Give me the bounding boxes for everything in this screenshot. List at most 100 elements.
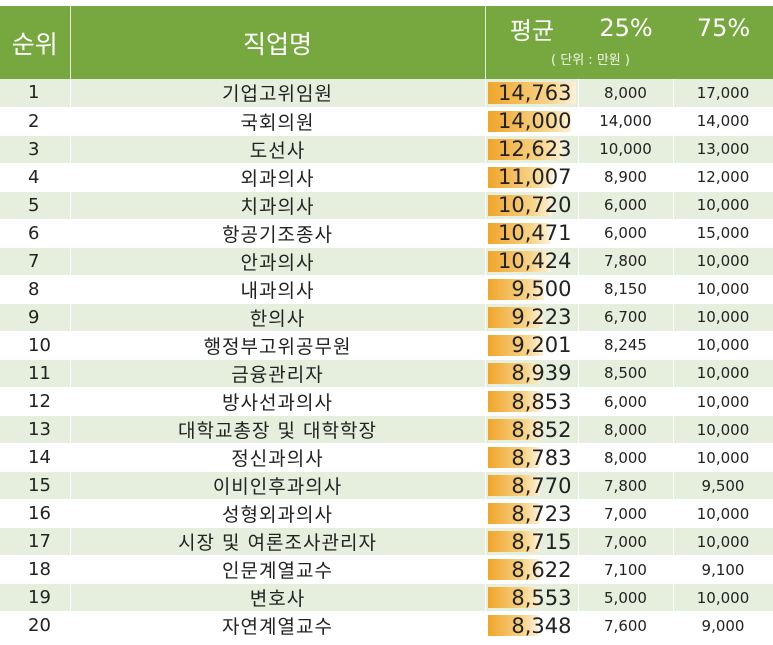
average-value: 8,853: [511, 389, 572, 414]
average-value: 8,622: [511, 557, 572, 582]
rank-cell: 19: [0, 583, 71, 613]
table-row: 19 변호사 8,553 5,000 10,000: [0, 583, 773, 613]
average-data-bar: [487, 278, 544, 300]
average-cell: 8,852: [485, 415, 579, 445]
job-name-cell: 정신과의사: [70, 443, 486, 473]
percentile-75-cell: 10,000: [673, 499, 773, 529]
average-cell: 11,007: [485, 163, 579, 192]
average-data-bar: [487, 391, 541, 413]
percentile-25-cell: 8,000: [578, 443, 674, 473]
average-cell: 14,763: [485, 79, 579, 108]
average-data-bar: [487, 447, 540, 469]
rank-cell: 1: [0, 79, 71, 108]
percentile-75-cell: 10,000: [673, 387, 773, 417]
percentile-25-cell: 8,900: [578, 163, 674, 192]
average-cell: 9,500: [485, 275, 579, 304]
average-data-bar: [487, 110, 571, 132]
percentile-75-cell: 10,000: [673, 443, 773, 473]
percentile-75-cell: 17,000: [673, 79, 773, 108]
job-name-cell: 인문계열교수: [70, 555, 486, 585]
job-name-cell: 이비인후과의사: [70, 471, 486, 501]
average-cell: 10,471: [485, 219, 579, 248]
header-75th-percentile: 75%: [696, 14, 751, 42]
table-row: 9 한의사 9,223 6,700 10,000: [0, 303, 773, 332]
rank-cell: 13: [0, 415, 71, 445]
percentile-75-cell: 10,000: [673, 527, 773, 557]
header-25th-percentile: 25%: [599, 14, 653, 42]
average-data-bar: [487, 334, 543, 356]
job-name-cell: 방사선과의사: [70, 387, 486, 417]
average-cell: 14,000: [485, 107, 579, 136]
average-value: 8,553: [511, 585, 572, 610]
percentile-75-cell: 9,100: [673, 555, 773, 585]
salary-ranking-table: 순위 직업명 평균 25% 75% ( 단위 : 만원 ) 1 기업고위임원 14,…: [0, 6, 773, 641]
table-row: 7 안과의사 10,424 7,800 10,000: [0, 247, 773, 276]
rank-cell: 4: [0, 163, 71, 192]
table-row: 1 기업고위임원 14,763 8,000 17,000: [0, 79, 773, 108]
percentile-75-cell: 9,000: [673, 611, 773, 641]
rank-cell: 12: [0, 387, 71, 417]
percentile-75-cell: 15,000: [673, 219, 773, 248]
table-row: 10 행정부고위공무원 9,201 8,245 10,000: [0, 331, 773, 360]
job-name-cell: 시장 및 여론조사관리자: [70, 527, 486, 557]
table-row: 5 치과의사 10,720 6,000 10,000: [0, 191, 773, 220]
rank-cell: 14: [0, 443, 71, 473]
average-cell: 8,553: [485, 583, 579, 613]
average-value: 10,471: [498, 221, 572, 246]
table-row: 12 방사선과의사 8,853 6,000 10,000: [0, 387, 773, 417]
header-average: 평균: [509, 16, 555, 45]
average-cell: 8,939: [485, 359, 579, 389]
table-row: 11 금융관리자 8,939 8,500 10,000: [0, 359, 773, 389]
average-data-bar: [487, 362, 541, 385]
job-name-cell: 국회의원: [70, 107, 486, 136]
job-name-cell: 내과의사: [70, 275, 486, 304]
table-row: 20 자연계열교수 8,348 7,600 9,000: [0, 611, 773, 641]
average-value: 9,201: [511, 333, 572, 358]
rank-cell: 16: [0, 499, 71, 529]
rank-cell: 20: [0, 611, 71, 641]
rank-cell: 6: [0, 219, 71, 248]
rank-cell: 8: [0, 275, 71, 304]
percentile-25-cell: 7,000: [578, 499, 674, 529]
average-data-bar: [487, 138, 563, 160]
job-name-cell: 외과의사: [70, 163, 486, 192]
average-value: 8,939: [511, 361, 572, 386]
average-value: 9,223: [511, 305, 572, 330]
table-row: 16 성형외과의사 8,723 7,000 10,000: [0, 499, 773, 529]
rank-cell: 15: [0, 471, 71, 501]
average-data-bar: [487, 615, 538, 637]
average-cell: 9,201: [485, 331, 579, 360]
percentile-25-cell: 6,000: [578, 219, 674, 248]
average-data-bar: [487, 587, 539, 609]
rank-cell: 17: [0, 527, 71, 557]
average-value: 10,720: [498, 193, 572, 218]
job-name-cell: 기업고위임원: [70, 79, 486, 108]
rank-cell: 9: [0, 303, 71, 332]
percentile-25-cell: 7,100: [578, 555, 674, 585]
percentile-25-cell: 6,000: [578, 191, 674, 220]
header-job: 직업명: [70, 6, 486, 79]
average-data-bar: [487, 559, 539, 581]
job-name-cell: 자연계열교수: [70, 611, 486, 641]
percentile-75-cell: 10,000: [673, 247, 773, 276]
average-data-bar: [487, 531, 540, 553]
table-row: 6 항공기조종사 10,471 6,000 15,000: [0, 219, 773, 248]
average-value: 8,770: [511, 473, 572, 498]
percentile-75-cell: 13,000: [673, 135, 773, 164]
average-value: 8,715: [511, 529, 572, 554]
header-unit-note: ( 단위 : 만원 ): [551, 53, 630, 68]
average-value: 9,500: [511, 277, 572, 302]
rank-cell: 18: [0, 555, 71, 585]
percentile-75-cell: 10,000: [673, 275, 773, 304]
percentile-75-cell: 10,000: [673, 191, 773, 220]
percentile-25-cell: 7,600: [578, 611, 674, 641]
average-cell: 10,720: [485, 191, 579, 220]
percentile-25-cell: 14,000: [578, 107, 674, 136]
average-data-bar: [487, 250, 550, 272]
average-cell: 8,622: [485, 555, 579, 585]
average-cell: 9,223: [485, 303, 579, 332]
table-row: 2 국회의원 14,000 14,000 14,000: [0, 107, 773, 136]
average-data-bar: [487, 166, 553, 188]
rank-cell: 10: [0, 331, 71, 360]
